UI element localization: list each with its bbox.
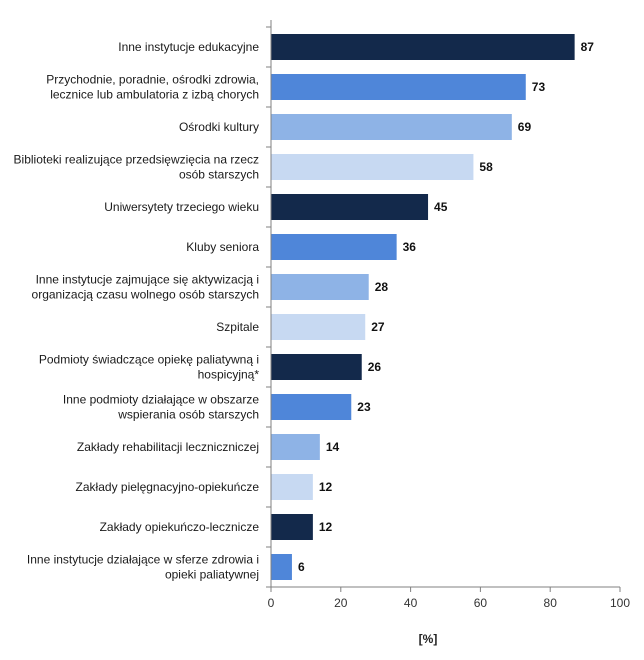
value-labels-layer: 87 73 69 58 45 36 28 27 26 23 14 12 12 6 <box>298 40 594 574</box>
bar <box>271 34 575 60</box>
value-label: 26 <box>368 360 382 374</box>
x-tick-label: 40 <box>404 596 418 610</box>
category-label: Kluby seniora <box>186 240 259 254</box>
value-label: 14 <box>326 440 340 454</box>
bar <box>271 154 474 180</box>
value-label: 36 <box>403 240 417 254</box>
bar <box>271 234 397 260</box>
value-label: 12 <box>319 480 333 494</box>
category-label: Przychodnie, poradnie, ośrodki zdrowia, l… <box>46 73 259 102</box>
category-label: Zakłady opiekuńczo-lecznicze <box>100 520 260 534</box>
x-tick-label: 80 <box>544 596 558 610</box>
value-label: 23 <box>357 400 371 414</box>
value-label: 87 <box>581 40 595 54</box>
value-label: 45 <box>434 200 448 214</box>
category-label: Inne instytucje zajmujące się aktywizacj… <box>32 273 259 302</box>
axis-layer: 0 20 40 60 80 100 <box>266 20 630 610</box>
bar <box>271 434 320 460</box>
bar <box>271 474 313 500</box>
category-label: Zakłady pielęgnacyjno-opiekuńcze <box>76 480 260 494</box>
bar <box>271 74 526 100</box>
category-label: Biblioteki realizujące przedsięwzięcia n… <box>14 153 259 182</box>
bar <box>271 194 429 220</box>
bar <box>271 514 313 540</box>
bar <box>271 274 369 300</box>
bar <box>271 554 292 580</box>
value-label: 6 <box>298 560 305 574</box>
category-label: Szpitale <box>216 320 259 334</box>
bar <box>271 114 512 140</box>
category-label: Uniwersytety trzeciego wieku <box>104 200 259 214</box>
value-label: 27 <box>371 320 385 334</box>
value-label: 69 <box>518 120 532 134</box>
category-label: Ośrodki kultury <box>179 120 259 134</box>
category-label: Inne instytucje edukacyjne <box>118 40 259 54</box>
x-tick-label: 0 <box>268 596 275 610</box>
value-label: 12 <box>319 520 333 534</box>
bar <box>271 354 362 380</box>
category-label: Inne podmioty działające w obszarze wspie… <box>63 393 259 422</box>
x-tick-label: 20 <box>334 596 348 610</box>
category-labels-layer: Inne instytucje edukacyjne Przychodnie, p… <box>14 40 260 582</box>
bar <box>271 394 352 420</box>
x-axis-title: [%] <box>419 632 438 646</box>
category-label: Zakłady rehabilitacji leczniczniczej <box>77 440 259 454</box>
bar <box>271 314 366 340</box>
x-tick-label: 60 <box>474 596 488 610</box>
value-label: 58 <box>479 160 493 174</box>
bars-layer <box>271 34 575 580</box>
value-label: 28 <box>375 280 389 294</box>
value-label: 73 <box>532 80 546 94</box>
category-label: Inne instytucje działające w sferze zdro… <box>27 553 259 582</box>
x-tick-label: 100 <box>610 596 630 610</box>
